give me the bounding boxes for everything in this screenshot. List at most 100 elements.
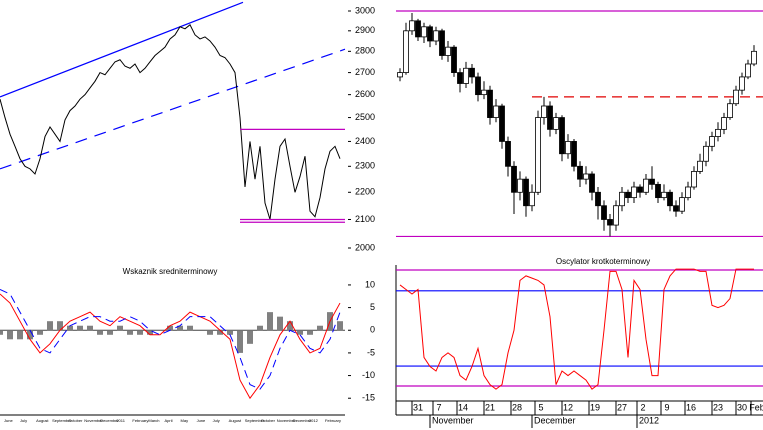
candle-body [661,191,667,199]
y-tick-label: 3000 [355,5,375,15]
histogram-bar [57,321,63,331]
month-label: July [213,418,220,423]
candle-body [529,191,535,207]
histogram-bar [137,330,143,335]
candle-body [691,171,697,188]
candle-body [751,50,757,65]
histogram-bar [337,321,343,331]
candle-body [451,46,457,73]
histogram-bar [97,330,103,335]
histogram-bar [37,330,43,335]
candle-body [601,205,607,220]
x-tick-label: 19 [590,402,600,412]
data-line [0,289,341,390]
month-label: February [325,418,341,423]
candle-body [499,105,505,142]
candle-body [655,183,661,199]
histogram-bar [107,330,113,335]
candle-body [595,191,601,207]
candle-body [613,205,619,226]
candle-body [721,117,727,130]
histogram-bar [117,325,123,331]
candle-body [727,103,733,118]
candle-body [583,173,589,180]
month-label: December [534,415,576,425]
month-label: October [68,418,83,423]
candle-body [487,89,493,118]
y-tick-label: 2400 [355,136,375,146]
candle-body [481,89,487,96]
candle-body [745,63,751,78]
candle-body [685,186,691,199]
candle-body [469,67,475,78]
histogram-bar [307,330,313,335]
candle-body [457,72,463,84]
histogram-bar [77,325,83,331]
candle-body [577,165,583,180]
candle-body [619,191,625,207]
candle-body [427,26,433,42]
x-tick-label: Feb [749,402,763,412]
candle-body [733,89,739,105]
month-label: November [277,418,296,423]
candle-body [541,105,547,118]
y-tick-label: 2000 [355,242,375,252]
month-label: 2011 [116,418,125,423]
chart-title: Wskaznik sredniterminowy [123,267,218,276]
month-label: August [36,418,49,423]
candle-body [433,30,439,42]
candle-body [697,160,703,172]
histogram-bar [207,330,213,335]
candle-body [739,76,745,91]
candle-body [589,173,595,193]
month-label: December [100,418,119,423]
histogram-bar [177,325,183,331]
data-line [0,24,341,220]
candle-body [715,128,721,137]
histogram-bar [287,321,293,331]
chart-title: Oscylator krotkoterminowy [556,257,650,266]
x-tick-label: 12 [563,402,573,412]
month-label: February [132,418,148,423]
candle-body [403,30,409,73]
x-tick-label: 21 [485,402,495,412]
candle-body [397,72,403,78]
x-tick-label: 5 [538,402,543,412]
candle-body [523,178,529,207]
y-tick-label: 2100 [355,214,375,224]
histogram-bar [277,316,283,331]
histogram-bar [127,330,133,335]
month-label: 2012 [639,415,659,425]
candle-body [511,165,517,193]
candle-body [565,141,571,155]
histogram-bar [257,325,263,331]
candle-body [625,191,631,199]
month-label: November [432,415,474,425]
month-label: July [20,418,27,423]
month-label: August [229,418,242,423]
y-tick-label: 2500 [355,112,375,122]
x-tick-label: 9 [664,402,669,412]
histogram-bar [27,330,33,340]
y-tick-label: -15 [362,393,375,403]
candle-body [463,67,469,84]
data-line [399,268,754,390]
month-label: 2012 [309,418,319,423]
histogram-bar [17,330,23,340]
y-tick-label: 0 [370,325,375,335]
y-tick-label: 2900 [355,25,375,35]
y-tick-label: -5 [367,347,375,357]
histogram-bar [87,325,93,331]
histogram-bar [7,330,13,340]
x-tick-label: 28 [512,402,522,412]
candle-body [535,117,541,193]
x-tick-label: 30 [737,402,747,412]
histogram-bar [167,325,173,331]
month-label: March [148,418,159,423]
month-label: November [84,418,103,423]
month-label: October [261,418,276,423]
month-label: September [245,418,265,423]
candle-body [559,117,565,155]
candle-body [421,26,427,38]
